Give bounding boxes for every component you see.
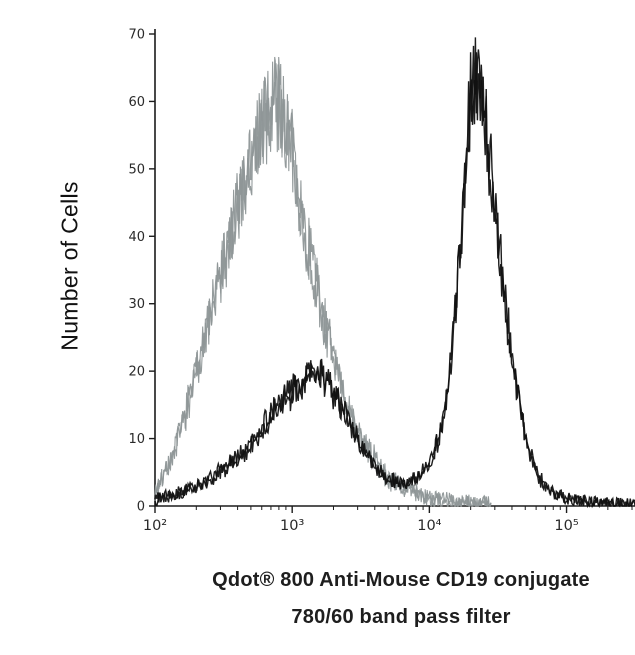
flow-cytometry-figure: Number of Cells 0 10 20 30 40 50 60 70 10² 10³ 10⁴… (40, 16, 635, 639)
svg-text:20: 20 (128, 365, 145, 380)
caption-line-1: Qdot® 800 Anti-Mouse CD19 conjugate (212, 569, 590, 591)
svg-text:40: 40 (128, 230, 145, 245)
svg-text:30: 30 (128, 297, 145, 312)
svg-text:10²: 10² (143, 518, 167, 534)
caption-line-2: 780/60 band pass filter (291, 606, 511, 628)
flow-histogram-chart: 0 10 20 30 40 50 60 70 10² 10³ 10⁴ 10⁵ (128, 28, 635, 534)
svg-text:10⁵: 10⁵ (554, 518, 578, 534)
svg-text:0: 0 (137, 500, 145, 515)
svg-text:60: 60 (128, 95, 145, 110)
svg-text:10³: 10³ (280, 518, 304, 534)
svg-text:10: 10 (128, 432, 145, 447)
svg-text:10⁴: 10⁴ (417, 518, 441, 534)
svg-text:70: 70 (128, 28, 145, 43)
caption: Qdot® 800 Anti-Mouse CD19 conjugate 780/… (135, 562, 635, 636)
svg-text:50: 50 (128, 162, 145, 177)
